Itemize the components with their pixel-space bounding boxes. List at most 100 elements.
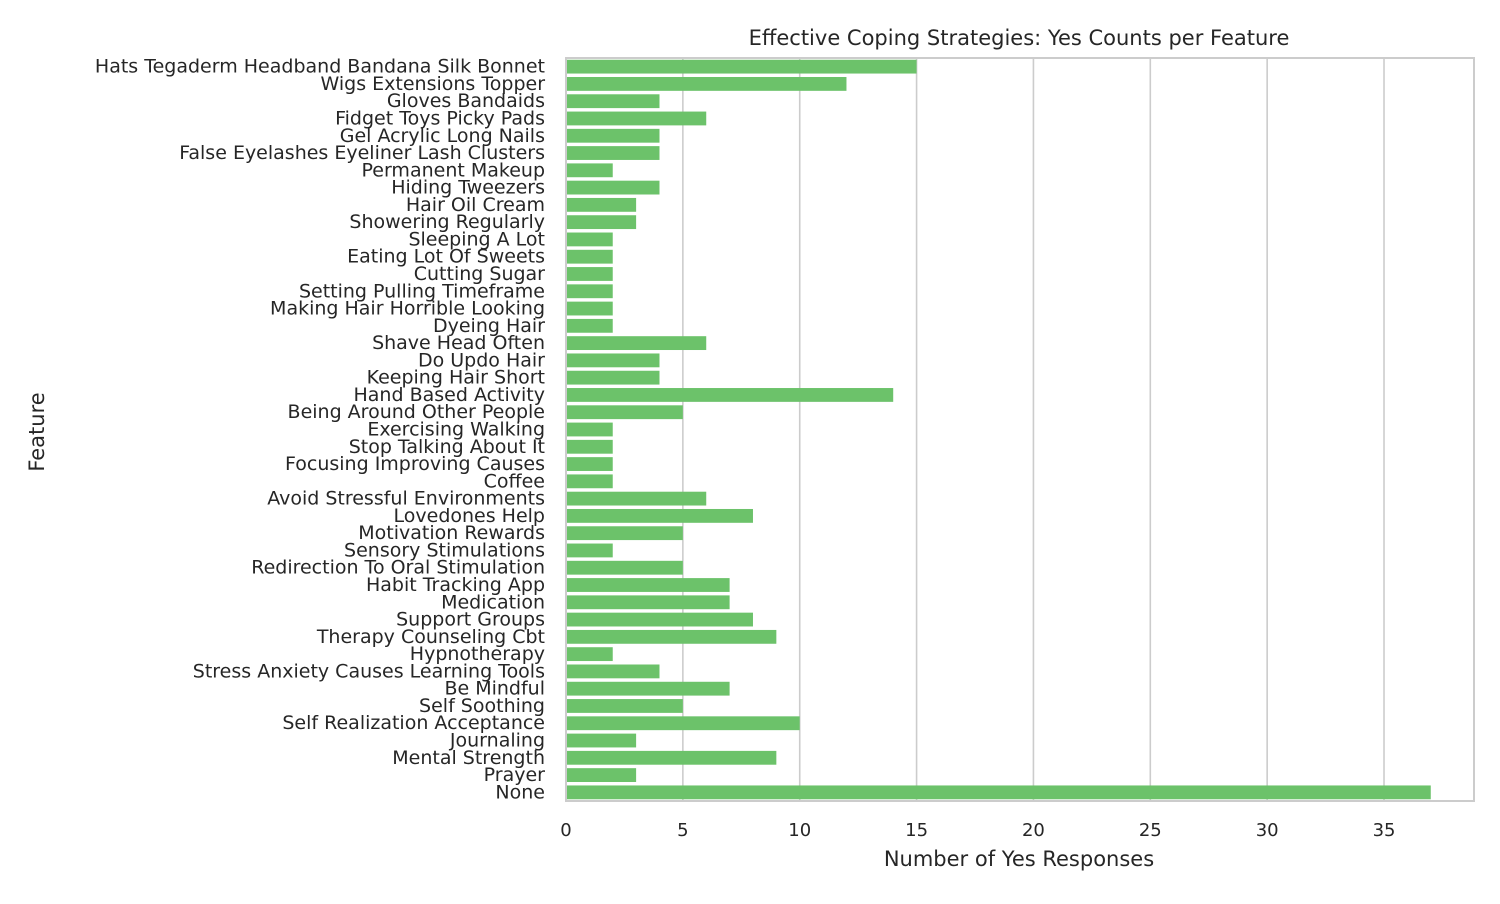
bar [566, 111, 707, 126]
bar [566, 543, 613, 558]
bar [566, 249, 613, 264]
bar [566, 197, 637, 212]
category-label: Self Soothing [419, 695, 545, 717]
bar [566, 267, 613, 281]
category-label: Showering Regularly [349, 211, 545, 233]
x-tick-label: 5 [677, 820, 688, 841]
category-label: Hand Based Activity [354, 384, 546, 406]
category-label: Self Realization Acceptance [282, 712, 545, 734]
category-label: Gel Acrylic Long Nails [340, 125, 545, 147]
bar [566, 163, 613, 178]
category-label: Therapy Counseling Cbt [316, 626, 545, 648]
category-label: Stress Anxiety Causes Learning Tools [193, 660, 545, 682]
bar [566, 733, 637, 748]
bar [566, 128, 660, 143]
category-label: Lovedones Help [394, 505, 545, 527]
category-label: Journaling [449, 730, 545, 752]
x-tick-label: 20 [1022, 820, 1045, 841]
bar [566, 595, 730, 610]
category-label: Shave Head Often [372, 332, 545, 354]
bar [566, 336, 707, 351]
bar [566, 491, 707, 506]
x-tick-label: 15 [905, 820, 928, 841]
category-label: Setting Pulling Timeframe [299, 280, 545, 302]
bar [566, 215, 637, 230]
category-label: Hair Oil Cream [406, 194, 545, 216]
bar [566, 508, 753, 523]
category-label: Coffee [484, 470, 545, 492]
category-label: Sensory Stimulations [344, 539, 545, 561]
bar [566, 353, 660, 368]
bar [566, 785, 1431, 800]
category-label: False Eyelashes Eyeliner Lash Clusters [179, 142, 545, 164]
bar [566, 370, 660, 385]
category-labels: Hats Tegaderm Headband Bandana Silk Bonn… [95, 56, 545, 804]
category-label: Being Around Other People [288, 401, 545, 423]
category-label: Do Updo Hair [418, 349, 545, 371]
category-label: Motivation Rewards [358, 522, 545, 544]
bar [566, 578, 730, 592]
category-label: Keeping Hair Short [367, 367, 545, 389]
category-label: Support Groups [396, 609, 545, 631]
x-tick-label: 35 [1373, 820, 1396, 841]
category-label: Making Hair Horrible Looking [270, 298, 545, 320]
category-label: Medication [441, 591, 545, 613]
x-tick-label: 25 [1139, 820, 1162, 841]
category-label: Wigs Extensions Topper [321, 73, 546, 95]
category-label: Gloves Bandaids [387, 90, 545, 112]
category-label: Be Mindful [444, 678, 545, 700]
category-label: Stop Talking About It [349, 436, 545, 458]
x-tick-labels: 0 5 10 15 20 25 30 35 [560, 820, 1395, 841]
bar [566, 422, 613, 437]
category-label: Hats Tegaderm Headband Bandana Silk Bonn… [95, 56, 545, 78]
category-label: Mental Strength [392, 747, 545, 769]
bar [566, 560, 683, 575]
bar [566, 474, 613, 489]
category-label: Habit Tracking App [366, 574, 545, 596]
category-label: Avoid Stressful Environments [267, 488, 545, 510]
x-tick-label: 10 [788, 820, 811, 841]
bar [566, 77, 847, 91]
category-label: Redirection To Oral Stimulation [251, 557, 545, 579]
bar [566, 180, 660, 195]
bar [566, 59, 917, 74]
bar [566, 457, 613, 471]
bar [566, 768, 637, 782]
bar [566, 699, 683, 713]
x-tick-label: 30 [1256, 820, 1279, 841]
bar [566, 301, 613, 316]
bar [566, 405, 683, 420]
category-label: Dyeing Hair [433, 315, 545, 337]
category-label: Prayer [484, 764, 546, 786]
bar [566, 146, 660, 160]
bar [566, 318, 613, 333]
bar [566, 439, 613, 454]
bar [566, 664, 660, 679]
gridlines [682, 58, 1385, 801]
bar [566, 750, 777, 765]
bar [566, 629, 777, 644]
bar [566, 526, 683, 541]
bar [566, 612, 753, 627]
chart-title: Effective Coping Strategies: Yes Counts … [749, 26, 1290, 50]
category-label: Permanent Makeup [361, 159, 545, 181]
x-axis-label: Number of Yes Responses [884, 847, 1154, 871]
x-tick-label: 0 [560, 820, 571, 841]
bar [566, 681, 730, 696]
bar [566, 716, 800, 731]
bar [566, 94, 660, 109]
bar [566, 284, 613, 299]
category-label: Cutting Sugar [414, 263, 545, 285]
category-label: Focusing Improving Causes [285, 453, 545, 475]
category-label: Hypnotherapy [410, 643, 545, 665]
category-label: Exercising Walking [367, 419, 545, 441]
bar [566, 647, 613, 662]
bars [566, 59, 1431, 800]
bar [566, 388, 894, 402]
category-label: Fidget Toys Picky Pads [335, 107, 545, 129]
category-label: Sleeping A Lot [408, 228, 545, 250]
category-label: None [495, 781, 545, 803]
